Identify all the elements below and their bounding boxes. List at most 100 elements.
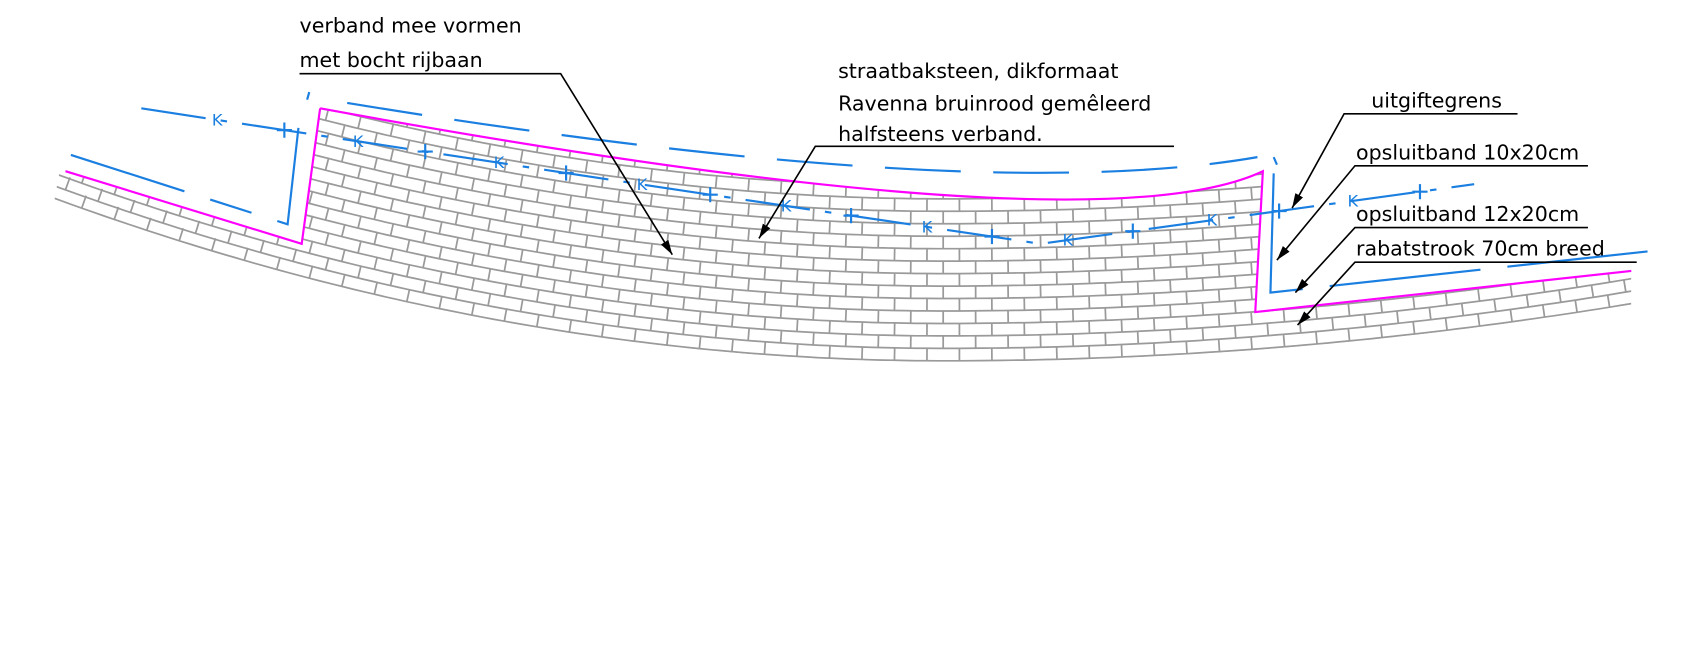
brick-joint <box>1606 269 1611 283</box>
brick-joint <box>212 89 216 101</box>
brick-joint <box>65 28 70 40</box>
brick-joint <box>1185 166 1188 180</box>
brick-joint <box>584 284 589 298</box>
brick-joint <box>210 138 217 152</box>
leader <box>758 145 1174 239</box>
brick-joint <box>1590 160 1595 173</box>
brick-joint <box>357 140 362 154</box>
brick-joint <box>114 8 118 20</box>
brick-joint <box>162 135 168 149</box>
brick-joint <box>308 240 314 254</box>
brick-joint <box>1509 184 1513 198</box>
brick-joint <box>357 240 362 254</box>
brick-joint <box>487 293 492 306</box>
line-cross <box>843 208 859 224</box>
brick-joint <box>1298 245 1302 259</box>
brick-joint <box>259 239 265 253</box>
brick-joint <box>357 265 362 279</box>
brick-joint <box>1169 180 1172 193</box>
brick-joint <box>666 232 670 246</box>
brick-joint <box>1315 181 1318 195</box>
brick-joint <box>796 343 799 357</box>
brick-joint <box>779 305 783 319</box>
brick-joint <box>1136 256 1140 270</box>
brick-joint <box>779 180 783 194</box>
brick-joint <box>210 188 217 202</box>
brick-joint <box>1558 289 1562 303</box>
brick-joint <box>228 81 232 93</box>
brick-joint <box>1379 125 1383 139</box>
brick-joint <box>487 218 492 232</box>
brick-joint <box>1525 169 1530 183</box>
brick-joint <box>1217 164 1221 178</box>
brick-joint <box>584 184 589 198</box>
brick-joint <box>519 124 524 138</box>
brick-joint <box>1574 108 1578 114</box>
brick-joint <box>747 228 751 241</box>
brick-joint <box>1185 191 1188 205</box>
brick-joint <box>600 224 605 238</box>
brick-joint <box>714 175 718 189</box>
brick-joint <box>194 220 201 234</box>
brick-joint <box>682 272 686 285</box>
brick-joint <box>1493 224 1497 237</box>
brick-joint <box>617 214 621 228</box>
brick-joint <box>470 252 476 266</box>
brick-joint <box>292 248 298 262</box>
brick-joint <box>98 64 102 76</box>
line-marker: K <box>494 153 505 172</box>
brick-joint <box>828 146 831 159</box>
brick-joint <box>1217 189 1221 203</box>
brick-joint <box>340 149 346 163</box>
brick-joint <box>340 273 346 287</box>
brick-joint <box>98 89 102 101</box>
brick-joint <box>1250 137 1253 150</box>
brick-joint <box>1541 279 1546 293</box>
brick-joint <box>1169 229 1172 243</box>
brick-joint <box>633 228 637 242</box>
brick-joint <box>1509 109 1513 123</box>
brick-joint <box>1606 294 1611 308</box>
brick-joint <box>1217 214 1221 228</box>
brick-joint <box>49 159 54 171</box>
brick-joint <box>698 311 702 324</box>
brick-joint <box>1477 114 1481 127</box>
brick-joint <box>454 261 459 275</box>
line-marker: K <box>922 217 933 236</box>
brick-joint <box>438 146 443 160</box>
brick-joint <box>568 219 573 233</box>
boundary-lines <box>70 91 1648 294</box>
line-marker: K <box>212 110 223 129</box>
outline-left <box>65 108 322 246</box>
brick-joint <box>535 264 540 278</box>
brick-joint <box>147 43 151 55</box>
brick-joint <box>796 294 799 307</box>
brick-joint <box>129 149 136 163</box>
brick-joint <box>275 132 282 146</box>
brick-joint <box>308 215 314 229</box>
brick-joint <box>389 223 395 236</box>
brick-joint <box>1169 155 1172 168</box>
brick-joint <box>277 58 280 70</box>
brick-joint <box>535 189 540 203</box>
brick-joint <box>1250 187 1253 200</box>
brick-joint <box>470 302 476 316</box>
brick-joint <box>747 328 751 341</box>
brick-joint <box>779 330 783 344</box>
brick-joint <box>1120 269 1123 283</box>
brick-joint <box>1152 293 1156 306</box>
brick-joint <box>698 161 702 175</box>
brick-joint <box>682 296 686 310</box>
brick-joint <box>162 210 168 224</box>
brick-joint <box>1152 342 1156 356</box>
brick-joint <box>1590 284 1595 298</box>
brick-joint <box>358 91 361 103</box>
brick-joint <box>763 242 767 255</box>
brick-joint <box>244 73 248 85</box>
outline-main <box>319 107 1632 314</box>
brick-joint <box>130 50 134 62</box>
brick-joint <box>243 197 249 211</box>
brick-joint <box>1331 167 1335 181</box>
brick-joint <box>682 222 686 235</box>
brick-joint <box>1558 165 1562 178</box>
